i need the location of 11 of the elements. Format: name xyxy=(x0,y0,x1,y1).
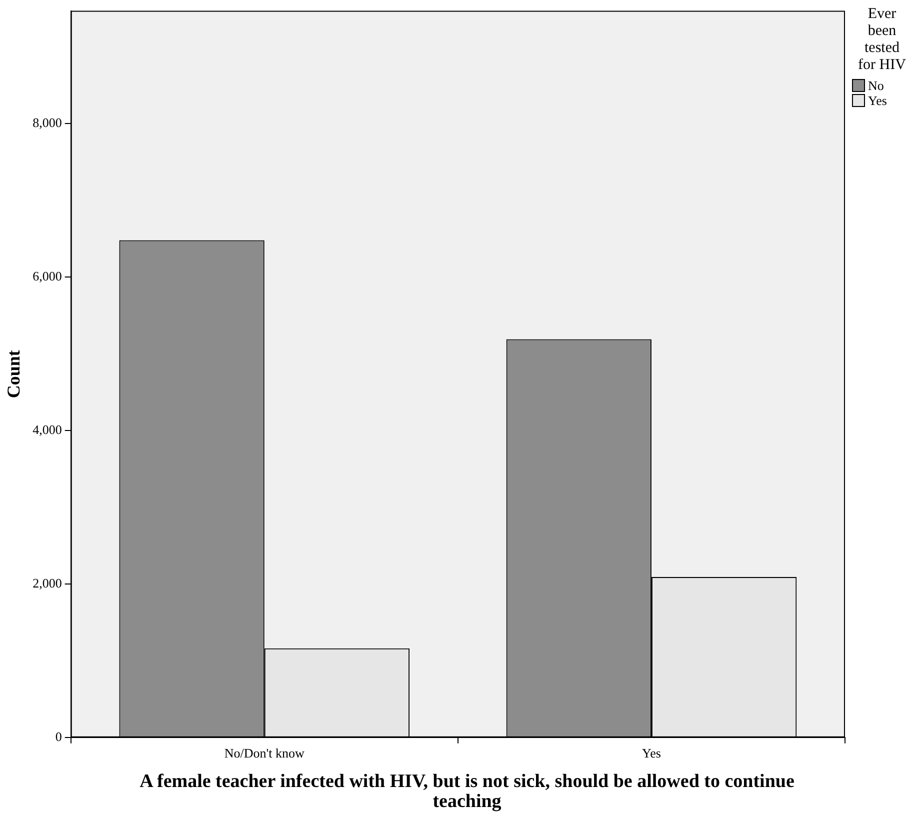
y-tick-label: 6,000 xyxy=(32,268,62,284)
text: Yes xyxy=(868,93,887,108)
y-tick-label: 4,000 xyxy=(32,422,62,437)
legend-title: Ever been tested for HIV xyxy=(857,6,907,74)
y-tick-label: 2,000 xyxy=(32,575,62,590)
x-axis-title: A female teacher infected with HIV, but is not sick, should be allowed to continue teaching xyxy=(138,771,796,812)
y-axis-title: Count xyxy=(3,350,24,398)
x-tick-label: No/Don't know xyxy=(224,746,305,761)
y-tick-label: 0 xyxy=(55,728,62,744)
y-tick-label: 8,000 xyxy=(32,115,62,130)
legend-label: No xyxy=(868,78,884,93)
